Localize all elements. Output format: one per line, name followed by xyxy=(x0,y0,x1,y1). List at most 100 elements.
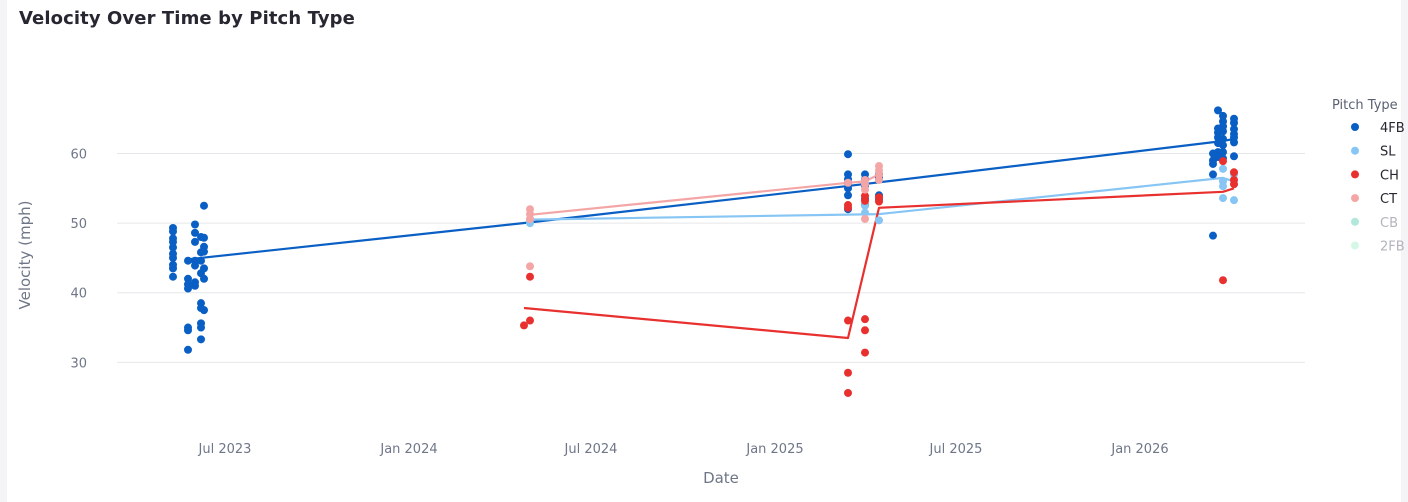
legend-marker xyxy=(1351,123,1359,131)
point-ch[interactable] xyxy=(861,196,869,205)
point-4fb[interactable] xyxy=(200,264,208,273)
point-4fb[interactable] xyxy=(200,233,208,242)
point-ct[interactable] xyxy=(861,185,869,194)
point-ch[interactable] xyxy=(1230,168,1238,177)
point-sl[interactable] xyxy=(1219,182,1227,191)
point-4fb[interactable] xyxy=(169,227,177,236)
point-4fb[interactable] xyxy=(200,306,208,315)
point-4fb[interactable] xyxy=(169,237,177,246)
point-4fb[interactable] xyxy=(197,323,205,332)
point-sl[interactable] xyxy=(875,216,883,225)
point-4fb[interactable] xyxy=(197,256,205,265)
x-tick-label: Jan 2025 xyxy=(745,442,803,457)
point-4fb[interactable] xyxy=(169,253,177,262)
point-4fb[interactable] xyxy=(844,191,852,200)
point-ch[interactable] xyxy=(844,316,852,325)
legend-item-cb[interactable]: CB xyxy=(1351,216,1398,231)
legend-item-4fb[interactable]: 4FB xyxy=(1351,121,1405,136)
grid xyxy=(117,153,1305,363)
point-ct[interactable] xyxy=(875,175,883,184)
point-4fb[interactable] xyxy=(1230,152,1238,161)
point-sl[interactable] xyxy=(1219,164,1227,173)
point-4fb[interactable] xyxy=(184,326,192,335)
point-4fb[interactable] xyxy=(1219,127,1227,136)
y-tick-label: 40 xyxy=(70,287,87,302)
legend-item-2fb[interactable]: 2FB xyxy=(1351,240,1405,255)
point-ct[interactable] xyxy=(861,180,869,189)
point-ch[interactable] xyxy=(861,348,869,357)
point-4fb[interactable] xyxy=(1214,106,1222,115)
trend-line-ct xyxy=(529,173,880,216)
point-4fb[interactable] xyxy=(169,264,177,273)
point-4fb[interactable] xyxy=(197,335,205,344)
trend-line-sl xyxy=(529,176,1235,221)
point-4fb[interactable] xyxy=(1230,118,1238,127)
y-tick-label: 50 xyxy=(70,217,87,232)
point-4fb[interactable] xyxy=(1230,138,1238,147)
chart-title: Velocity Over Time by Pitch Type xyxy=(19,8,355,29)
x-tick-label: Jan 2026 xyxy=(1110,442,1168,457)
point-4fb[interactable] xyxy=(200,201,208,210)
point-4fb[interactable] xyxy=(169,243,177,252)
point-ch[interactable] xyxy=(526,272,534,281)
x-axis-title: Date xyxy=(703,469,739,487)
legend-item-sl[interactable]: SL xyxy=(1351,145,1396,160)
point-4fb[interactable] xyxy=(191,220,199,229)
point-ct[interactable] xyxy=(861,214,869,223)
point-4fb[interactable] xyxy=(191,261,199,270)
point-4fb[interactable] xyxy=(184,345,192,354)
point-4fb[interactable] xyxy=(184,284,192,293)
point-4fb[interactable] xyxy=(200,247,208,256)
legend-marker xyxy=(1351,241,1359,250)
point-ch[interactable] xyxy=(1230,180,1238,189)
point-sl[interactable] xyxy=(861,208,869,217)
x-axis: Jul 2023 Jan 2024 Jul 2024 Jan 2025 Jul 2025… xyxy=(198,442,1169,457)
legend-item-ct[interactable]: CT xyxy=(1351,192,1397,207)
point-ct[interactable] xyxy=(844,178,852,187)
point-ch[interactable] xyxy=(875,197,883,206)
point-ch[interactable] xyxy=(1219,276,1227,285)
legend-item-ch[interactable]: CH xyxy=(1351,168,1399,183)
point-4fb[interactable] xyxy=(191,228,199,237)
point-ch[interactable] xyxy=(844,388,852,397)
point-ch[interactable] xyxy=(526,316,534,325)
legend-label: SL xyxy=(1380,145,1396,160)
point-ct[interactable] xyxy=(526,262,534,271)
point-4fb[interactable] xyxy=(1219,134,1227,143)
y-axis-title: Velocity (mph) xyxy=(16,201,34,310)
point-4fb[interactable] xyxy=(844,150,852,159)
y-axis: 30 40 50 60 xyxy=(70,148,87,372)
point-4fb[interactable] xyxy=(200,274,208,283)
legend-marker xyxy=(1351,217,1359,226)
point-ch[interactable] xyxy=(844,368,852,377)
point-4fb[interactable] xyxy=(169,272,177,281)
point-4fb[interactable] xyxy=(1209,159,1217,168)
legend-label: 4FB xyxy=(1380,121,1405,136)
point-4fb[interactable] xyxy=(1209,231,1217,240)
point-4fb[interactable] xyxy=(184,274,192,283)
point-4fb[interactable] xyxy=(844,184,852,193)
point-4fb[interactable] xyxy=(191,281,199,290)
trend-lines xyxy=(187,137,1235,340)
point-ch[interactable] xyxy=(1219,157,1227,166)
point-ch[interactable] xyxy=(861,315,869,324)
point-4fb[interactable] xyxy=(1219,148,1227,157)
point-4fb[interactable] xyxy=(1219,141,1227,150)
point-4fb[interactable] xyxy=(191,237,199,246)
point-4fb[interactable] xyxy=(184,256,192,265)
point-ch[interactable] xyxy=(861,326,869,335)
x-tick-label: Jul 2025 xyxy=(929,442,983,457)
point-4fb[interactable] xyxy=(1219,111,1227,120)
point-ch[interactable] xyxy=(844,203,852,212)
point-4fb[interactable] xyxy=(1209,170,1217,179)
y-tick-label: 60 xyxy=(70,148,87,163)
point-sl[interactable] xyxy=(1219,194,1227,203)
point-sl[interactable] xyxy=(1230,196,1238,205)
point-ct[interactable] xyxy=(526,214,534,223)
x-tick-label: Jan 2024 xyxy=(379,442,437,457)
legend-label: CB xyxy=(1380,216,1398,231)
legend-title: Pitch Type xyxy=(1332,98,1398,113)
legend-marker xyxy=(1351,194,1359,203)
velocity-chart[interactable]: Jul 2023 Jan 2024 Jul 2024 Jan 2025 Jul 2025… xyxy=(7,0,1408,502)
point-ch[interactable] xyxy=(520,321,528,330)
